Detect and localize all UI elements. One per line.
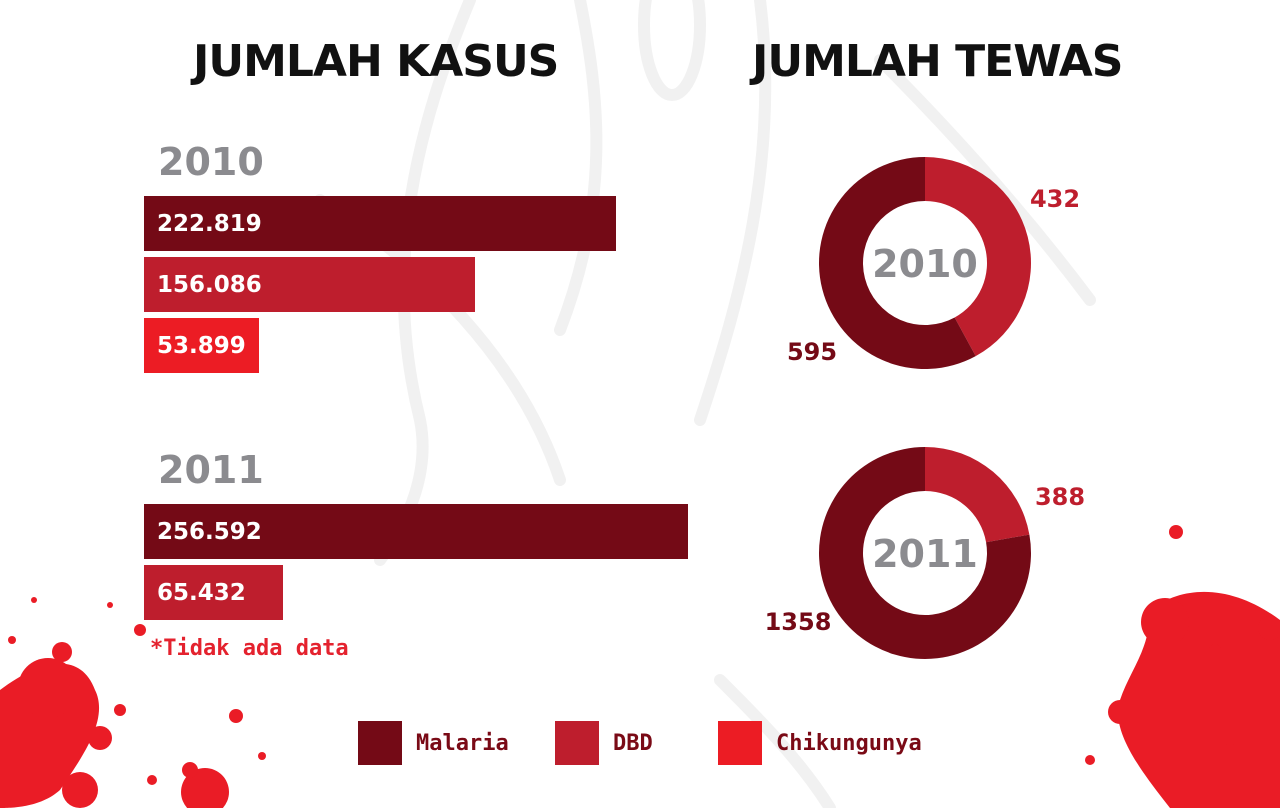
donut-value-2011-dbd: 388 <box>1035 483 1085 511</box>
bar-2010-chikungunya: 53.899 <box>144 318 259 373</box>
deaths-title: JUMLAH TEWAS <box>752 36 1123 87</box>
donut-slice-2010-dbd <box>925 157 1031 357</box>
bar-2011-dbd: 65.432 <box>144 565 283 620</box>
legend-item-chikungunya: Chikungunya <box>718 721 922 765</box>
legend-item-dbd: DBD <box>555 721 653 765</box>
legend-label-malaria: Malaria <box>416 730 509 756</box>
blood-splatter-left <box>0 597 266 808</box>
bar-value-label: 256.592 <box>157 518 262 545</box>
legend-item-malaria: Malaria <box>358 721 509 765</box>
blood-splatter-right <box>1085 525 1280 808</box>
bar-2010-dbd: 156.086 <box>144 257 475 312</box>
legend-swatch-dbd <box>555 721 599 765</box>
legend-label-chikungunya: Chikungunya <box>776 730 922 756</box>
cases-year-2010: 2010 <box>158 140 264 184</box>
donut-value-2010-malaria: 595 <box>787 338 837 366</box>
donut-year-2011: 2011 <box>872 532 978 576</box>
bar-2011-malaria: 256.592 <box>144 504 688 559</box>
bar-value-label: 65.432 <box>157 579 246 606</box>
bar-value-label: 53.899 <box>157 332 246 359</box>
cases-title: JUMLAH KASUS <box>193 36 559 87</box>
bar-value-label: 156.086 <box>157 271 262 298</box>
bar-value-label: 222.819 <box>157 210 262 237</box>
legend-swatch-malaria <box>358 721 402 765</box>
donut-slice-2011-malaria <box>819 447 1031 659</box>
legend-label-dbd: DBD <box>613 730 653 756</box>
no-data-note: *Tidak ada data <box>150 636 349 661</box>
legend-swatch-chikungunya <box>718 721 762 765</box>
donut-slice-2011-dbd <box>925 447 1030 543</box>
donut-year-2010: 2010 <box>872 242 978 286</box>
donut-value-2010-dbd: 432 <box>1030 185 1080 213</box>
cases-year-2011: 2011 <box>158 448 264 492</box>
donut-value-2011-malaria: 1358 <box>765 608 832 636</box>
bar-2010-malaria: 222.819 <box>144 196 616 251</box>
donut-slice-2010-malaria <box>818 157 976 370</box>
